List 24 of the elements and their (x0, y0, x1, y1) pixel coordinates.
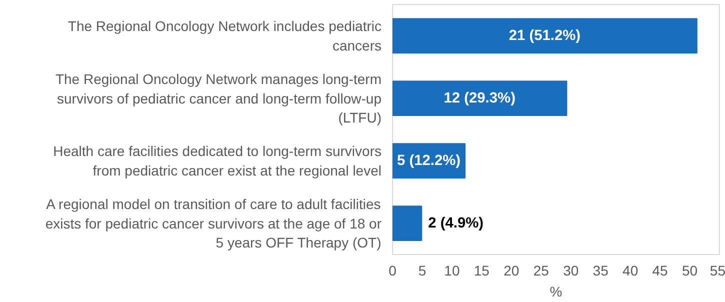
x-tick-label: 10 (444, 262, 460, 278)
data-label: 12 (29.3%) (444, 90, 516, 106)
x-tick-label: 15 (474, 262, 490, 278)
x-axis-title: % (550, 284, 562, 300)
x-tick-label: 35 (592, 262, 609, 278)
x-tick-label: 20 (504, 262, 520, 278)
y-tick-label: Health care facilities dedicated to long-term survivors from pediatric cancer exist at the regional level (53, 143, 382, 178)
data-label: 2 (4.9%) (428, 215, 484, 232)
bar (392, 18, 698, 54)
x-tick-label: 50 (682, 262, 698, 278)
x-tick-label: 55 (710, 262, 725, 278)
y-tick-label: A regional model on transition of care to adult facilities exists for pediatric cancer survivors at the age of 18 or 5 years OFF Therapy (OT) (45, 196, 382, 250)
x-tick-label: 25 (533, 262, 550, 278)
y-tick-label: The Regional Oncology Network includes pediatric cancers (68, 18, 382, 54)
y-tick-label: The Regional Oncology Network manages long-term survivors of pediatric cancer and long-term follow-up (LTFU) (55, 71, 382, 126)
data-label: 21 (51.2%) (508, 28, 581, 44)
data-label: 5 (12.2%) (396, 152, 461, 169)
x-tick-label: 0 (388, 262, 397, 278)
x-tick-label: 45 (652, 262, 668, 278)
bar (392, 80, 568, 116)
x-tick-label: 5 (418, 262, 426, 278)
x-tick-label: 30 (563, 262, 579, 278)
bar (392, 206, 422, 241)
x-tick-label: 40 (622, 262, 638, 278)
